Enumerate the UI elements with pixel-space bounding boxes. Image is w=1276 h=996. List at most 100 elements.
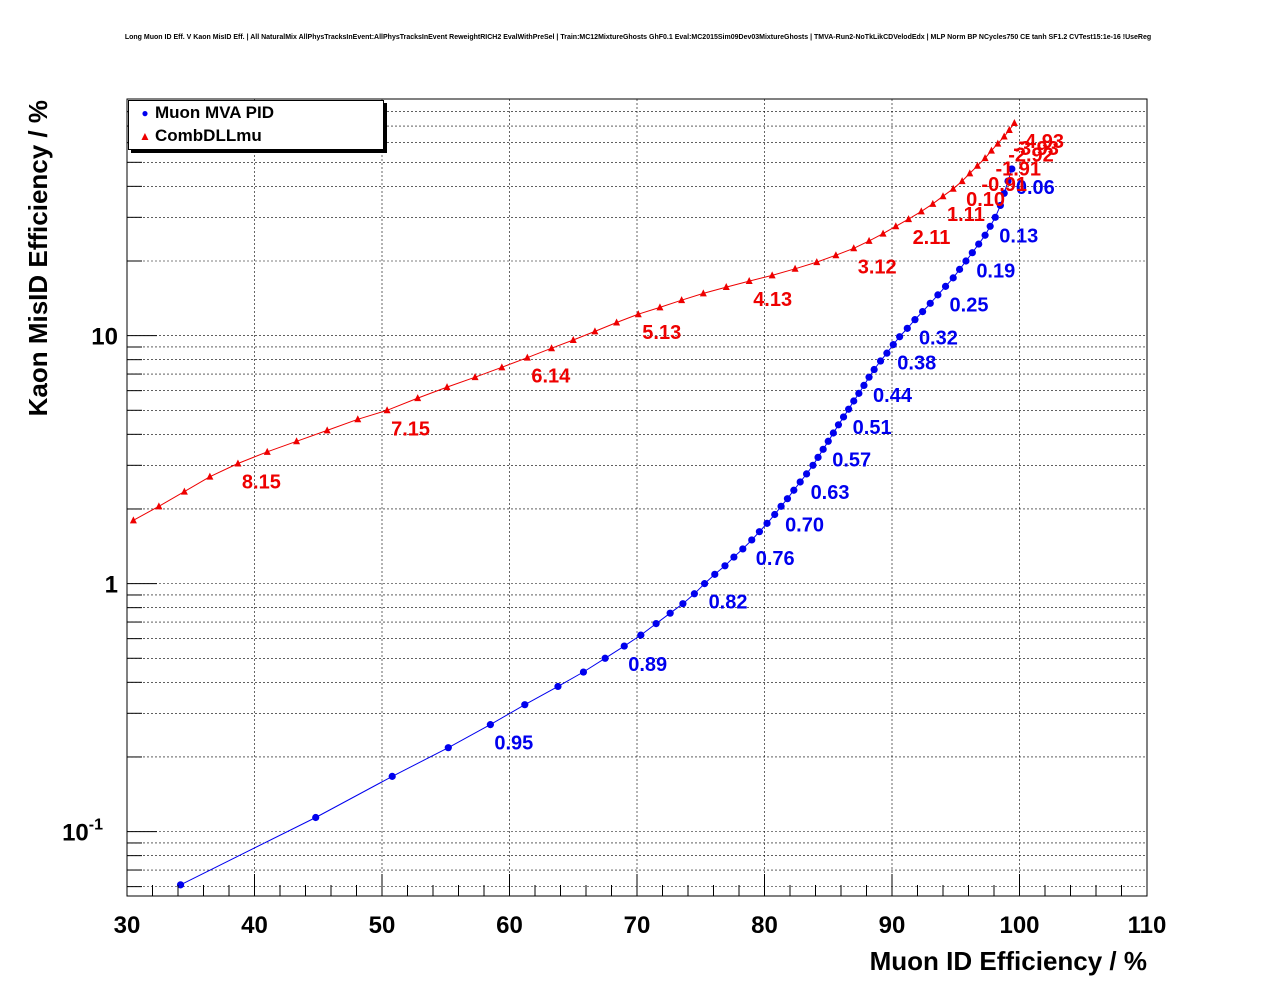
threshold-label: 3.12 <box>858 256 897 278</box>
threshold-label: -0.91 <box>981 174 1027 196</box>
threshold-label: -4.93 <box>1018 131 1064 153</box>
data-point <box>293 437 301 445</box>
threshold-label: 8.15 <box>242 472 281 494</box>
data-point <box>819 445 827 453</box>
x-tick-label: 60 <box>496 912 523 939</box>
threshold-label: 0.38 <box>897 353 936 375</box>
legend-label-dll: CombDLLmu <box>155 126 262 145</box>
data-point <box>601 654 609 662</box>
data-point <box>1000 132 1008 140</box>
threshold-label: 0.32 <box>919 328 958 350</box>
data-point <box>991 213 999 221</box>
data-point <box>796 478 804 486</box>
y-tick-label: 10-1 <box>62 817 103 847</box>
threshold-label: 5.13 <box>642 322 681 344</box>
data-point <box>620 642 628 650</box>
threshold-label: 0.57 <box>832 449 871 471</box>
data-point <box>521 701 529 709</box>
data-point <box>850 244 858 252</box>
legend-label-mva: Muon MVA PID <box>155 103 274 122</box>
threshold-label: 7.15 <box>391 418 430 440</box>
data-point <box>949 184 957 192</box>
data-point <box>1005 125 1013 133</box>
data-point <box>824 437 832 445</box>
threshold-label: 0.10 <box>966 189 1005 211</box>
threshold-label: 2.11 <box>913 227 951 249</box>
data-point <box>903 324 911 332</box>
data-point <box>987 146 995 154</box>
data-point <box>234 459 242 467</box>
threshold-label: 0.51 <box>853 417 892 439</box>
data-point <box>892 222 900 230</box>
data-point <box>973 161 981 169</box>
data-point <box>896 333 904 341</box>
data-point <box>443 383 451 391</box>
threshold-label: 0.76 <box>756 548 795 570</box>
threshold-label: -2.92 <box>1008 145 1054 167</box>
grid-lines <box>126 98 1148 896</box>
threshold-label: 0.44 <box>873 385 913 407</box>
data-point <box>755 528 764 536</box>
data-point <box>652 619 660 628</box>
threshold-label: 0.13 <box>999 225 1038 247</box>
threshold-label: 0.06 <box>1016 177 1055 199</box>
data-point <box>832 251 840 259</box>
y-tick-label: 1 <box>105 572 118 599</box>
data-point <box>865 236 873 244</box>
threshold-label: 0.25 <box>950 294 989 316</box>
data-point <box>870 365 878 374</box>
data-point <box>722 283 730 291</box>
data-point <box>730 553 738 561</box>
data-point <box>1000 189 1008 197</box>
data-point <box>263 447 271 455</box>
x-tick-label: 50 <box>369 912 396 939</box>
data-point <box>721 562 729 570</box>
data-point <box>829 429 837 437</box>
threshold-label: 6.14 <box>531 366 571 388</box>
data-point <box>865 373 873 381</box>
data-point <box>958 177 966 185</box>
data-point <box>699 289 707 297</box>
data-point <box>939 192 947 200</box>
threshold-label: 1.11 <box>947 204 985 226</box>
data-point <box>966 169 974 177</box>
y-tick-base: 10 <box>62 820 89 847</box>
data-point <box>783 495 792 503</box>
data-point <box>876 357 885 365</box>
y-tick-exponent: -1 <box>89 817 103 834</box>
triangle-marker-icon: ▲ <box>139 129 151 143</box>
data-point <box>962 257 970 265</box>
data-point <box>176 881 185 889</box>
plot-frame <box>126 98 1148 897</box>
data-point <box>748 536 756 544</box>
series-line-0 <box>180 168 1013 886</box>
data-point <box>839 413 848 421</box>
x-tick-label: 100 <box>999 912 1039 939</box>
data-point <box>637 631 645 639</box>
legend: ● Muon MVA PID ▲ CombDLLmu <box>128 100 384 150</box>
data-point <box>905 215 913 223</box>
threshold-label: 0.70 <box>785 514 824 536</box>
data-point <box>929 199 937 207</box>
data-point <box>860 381 868 390</box>
threshold-label: 0.63 <box>811 482 850 504</box>
data-point <box>554 682 562 691</box>
data-point <box>919 308 927 316</box>
threshold-label: 0.19 <box>976 261 1015 283</box>
data-point <box>813 258 821 266</box>
data-point <box>771 510 779 519</box>
legend-item-dll: ▲ CombDLLmu <box>135 125 262 147</box>
data-point <box>981 154 989 162</box>
series-line-1 <box>133 122 1015 521</box>
x-tick-label: 90 <box>879 912 906 939</box>
data-point <box>975 240 983 248</box>
data-point <box>444 744 452 752</box>
x-tick-label: 40 <box>241 912 268 939</box>
data-point <box>155 502 163 510</box>
data-point <box>700 580 709 588</box>
chart-title: Long Muon ID Eff. V Kaon MisID Eff. | Al… <box>124 34 1152 41</box>
data-point <box>809 461 817 469</box>
data-point <box>579 668 588 676</box>
threshold-label: 4.13 <box>753 289 792 311</box>
